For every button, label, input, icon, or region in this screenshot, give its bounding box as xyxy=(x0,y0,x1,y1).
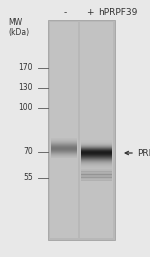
Bar xyxy=(51,143,77,144)
Text: hPRPF39: hPRPF39 xyxy=(98,8,138,17)
Bar xyxy=(51,143,77,144)
Bar xyxy=(81,154,112,155)
Bar xyxy=(51,141,77,142)
Text: 70: 70 xyxy=(23,148,33,157)
Bar xyxy=(81,175,112,176)
Bar xyxy=(81,170,112,171)
Bar xyxy=(51,138,77,139)
Bar xyxy=(51,139,77,140)
Bar xyxy=(81,142,112,143)
Bar xyxy=(81,144,112,145)
Bar xyxy=(81,148,112,149)
Bar xyxy=(51,150,77,151)
Bar xyxy=(81,179,112,180)
Bar xyxy=(51,142,77,143)
Bar xyxy=(81,177,112,178)
Bar xyxy=(81,163,112,164)
Bar xyxy=(81,145,112,146)
Bar xyxy=(81,152,112,153)
Bar xyxy=(51,142,77,143)
Bar xyxy=(81,171,112,172)
Bar xyxy=(80,22,113,238)
Bar xyxy=(81,153,112,154)
Bar xyxy=(81,156,112,157)
Bar xyxy=(51,155,77,156)
Bar xyxy=(81,145,112,146)
Bar xyxy=(81,164,112,165)
Bar xyxy=(51,154,77,155)
Text: 100: 100 xyxy=(18,104,33,113)
Bar xyxy=(81,178,112,179)
Bar xyxy=(51,145,77,146)
Bar xyxy=(81,168,112,169)
Bar xyxy=(51,157,77,158)
Bar xyxy=(81,153,112,154)
Bar xyxy=(81,177,112,178)
Bar xyxy=(81,163,112,164)
Bar xyxy=(81,146,112,147)
Bar xyxy=(48,20,115,240)
Bar xyxy=(81,152,112,153)
Bar xyxy=(81,180,112,181)
Bar xyxy=(51,151,77,152)
Text: 130: 130 xyxy=(18,84,33,93)
Bar xyxy=(81,151,112,152)
Bar xyxy=(51,153,77,154)
Text: 170: 170 xyxy=(18,63,33,72)
Bar xyxy=(51,149,77,150)
Bar xyxy=(81,151,112,152)
Bar xyxy=(81,147,112,148)
Bar xyxy=(81,173,112,174)
Bar xyxy=(51,146,77,147)
Bar xyxy=(81,160,112,161)
Bar xyxy=(81,158,112,159)
Bar xyxy=(81,162,112,163)
Bar xyxy=(51,147,77,148)
Bar xyxy=(81,167,112,168)
Bar xyxy=(51,156,77,157)
Bar xyxy=(81,149,112,150)
Bar xyxy=(81,143,112,144)
Bar xyxy=(51,144,77,145)
Bar xyxy=(51,151,77,152)
Bar xyxy=(51,154,77,155)
Bar xyxy=(81,161,112,162)
Bar xyxy=(81,159,112,160)
Bar xyxy=(81,144,112,145)
Bar xyxy=(81,141,112,142)
Text: -: - xyxy=(63,8,67,17)
Bar xyxy=(81,154,112,155)
Text: 55: 55 xyxy=(23,173,33,182)
Bar xyxy=(51,144,77,145)
Bar xyxy=(81,166,112,167)
Bar xyxy=(81,176,112,177)
Bar xyxy=(81,142,112,143)
Bar xyxy=(51,145,77,146)
Bar xyxy=(81,150,112,151)
Bar xyxy=(50,22,78,238)
Bar xyxy=(81,169,112,170)
Bar xyxy=(51,152,77,153)
Bar xyxy=(81,174,112,175)
Bar xyxy=(81,143,112,144)
Bar xyxy=(81,157,112,158)
Bar xyxy=(81,161,112,162)
Bar xyxy=(81,169,112,170)
Bar xyxy=(81,155,112,156)
Bar xyxy=(81,162,112,163)
Text: MW
(kDa): MW (kDa) xyxy=(8,18,29,38)
Bar xyxy=(81,172,112,173)
Bar xyxy=(51,152,77,153)
Bar xyxy=(51,153,77,154)
Bar xyxy=(81,165,112,166)
Bar xyxy=(51,148,77,149)
Bar xyxy=(81,140,112,141)
Text: PRPF39: PRPF39 xyxy=(137,149,150,158)
Bar xyxy=(51,140,77,141)
Text: +: + xyxy=(86,8,94,17)
